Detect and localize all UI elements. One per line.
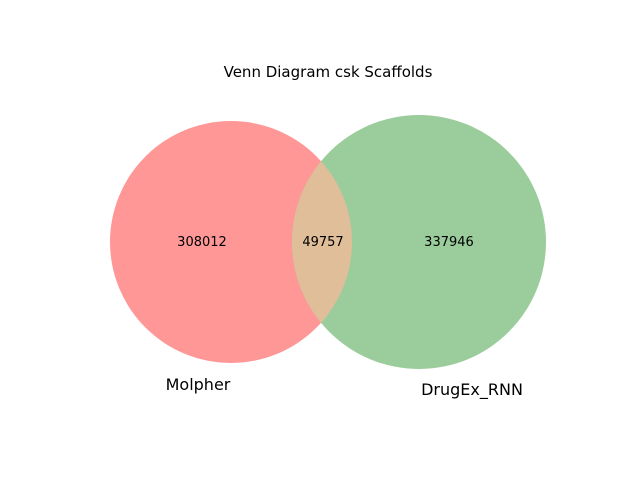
set-a-circle bbox=[110, 121, 352, 363]
intersection-count: 49757 bbox=[302, 235, 343, 250]
set-a-only-count: 308012 bbox=[177, 235, 227, 250]
diagram-title: Venn Diagram csk Scaffolds bbox=[224, 63, 433, 81]
set-b-circle bbox=[292, 115, 546, 369]
set-b-only-count: 337946 bbox=[424, 235, 474, 250]
set-b-label: DrugEx_RNN bbox=[421, 380, 523, 400]
set-a-label: Molpher bbox=[166, 375, 231, 394]
